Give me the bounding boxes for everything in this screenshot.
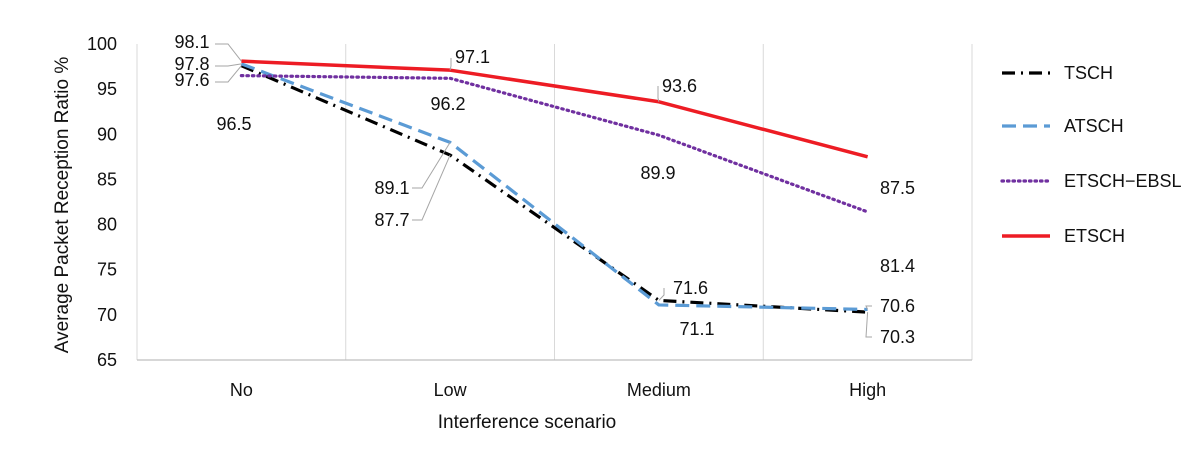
- data-labels: 98.197.897.6 96.5 97.1 96.2 89.1 87.7 93.6 89.9…: [174, 32, 915, 347]
- series-line-atsch: [240, 62, 868, 312]
- data-label: 87.5: [880, 178, 915, 198]
- y-tick-label: 95: [97, 79, 117, 99]
- data-label: 96.2: [430, 94, 465, 114]
- x-tick-label: No: [230, 380, 253, 400]
- data-label: 97.1: [455, 47, 490, 67]
- data-label-leader: [412, 142, 451, 189]
- y-tick-label: 90: [97, 124, 117, 144]
- y-tick-label: 75: [97, 260, 117, 280]
- y-tick-label: 80: [97, 215, 117, 235]
- y-tick-label: 85: [97, 169, 117, 189]
- data-label: 71.1: [679, 319, 714, 339]
- series-line-etsch-ebsl: [239, 73, 870, 214]
- legend-label: TSCH: [1064, 63, 1113, 83]
- data-label: 70.6: [880, 296, 915, 316]
- data-label: 71.6: [673, 278, 708, 298]
- data-label-leader: [215, 43, 242, 62]
- series-lines: [239, 59, 870, 314]
- data-label: 97.6: [174, 70, 209, 90]
- legend-label: ETSCH−EBSL: [1064, 171, 1182, 191]
- grid: [136, 44, 973, 360]
- data-label: 89.9: [640, 163, 675, 183]
- legend-label: ATSCH: [1064, 116, 1124, 136]
- data-label: 87.7: [374, 210, 409, 230]
- x-tick-label: Medium: [627, 380, 691, 400]
- y-axis-title: Average Packet Reception Ratio %: [52, 57, 73, 354]
- data-label: 98.1: [174, 32, 209, 52]
- data-label-leader: [657, 86, 660, 102]
- data-label-leader: [658, 288, 665, 301]
- legend: TSCH ATSCH ETSCH−EBSL ETSCH: [1000, 63, 1182, 246]
- axes: 65 70 75 80 85 90 95 100 No Low Medium High: [87, 34, 972, 400]
- data-label-leader: [412, 154, 451, 221]
- x-axis-title: Interference scenario: [438, 412, 617, 433]
- data-label-leader: [449, 58, 452, 71]
- y-tick-label: 70: [97, 305, 117, 325]
- data-label-leader: [215, 63, 242, 67]
- x-tick-label: High: [849, 380, 886, 400]
- y-tick-label: 65: [97, 350, 117, 370]
- data-label: 89.1: [374, 178, 409, 198]
- data-label: 96.5: [216, 114, 251, 134]
- legend-label: ETSCH: [1064, 226, 1125, 246]
- data-label-leader: [865, 305, 872, 310]
- data-label-leader: [215, 65, 242, 83]
- x-tick-label: Low: [434, 380, 468, 400]
- series-line-tsch: [240, 64, 868, 314]
- y-tick-label: 100: [87, 34, 117, 54]
- data-label: 97.8: [174, 54, 209, 74]
- data-label: 70.3: [880, 327, 915, 347]
- data-label: 81.4: [880, 256, 915, 276]
- data-label: 93.6: [662, 76, 697, 96]
- series-line-etsch: [241, 59, 869, 159]
- data-label-leader: [865, 312, 872, 338]
